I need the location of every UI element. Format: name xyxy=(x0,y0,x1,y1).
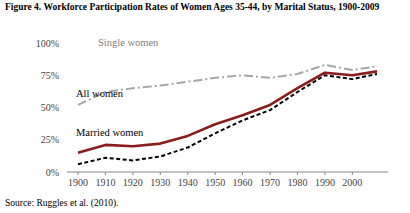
x-tick xyxy=(105,172,106,175)
x-tick xyxy=(352,172,353,175)
x-tick-label: 1920 xyxy=(123,177,143,188)
x-tick xyxy=(215,172,216,175)
x-tick xyxy=(187,172,188,175)
x-tick xyxy=(242,172,243,175)
x-tick xyxy=(160,172,161,175)
x-tick xyxy=(270,172,271,175)
series-label: Married women xyxy=(76,127,144,138)
x-tick xyxy=(324,172,325,175)
x-tick-label: 1930 xyxy=(150,177,170,188)
chart: Figure 4. Workforce Participation Rates … xyxy=(0,0,410,213)
x-tick-label: 1910 xyxy=(95,177,115,188)
x-tick-label: 1980 xyxy=(287,177,307,188)
x-tick-label: 1960 xyxy=(233,177,253,188)
x-tick-label: 1990 xyxy=(315,177,335,188)
x-tick xyxy=(132,172,133,175)
title: Figure 4. Workforce Participation Rates … xyxy=(5,2,403,13)
y-tick-label: 75% xyxy=(41,70,59,81)
x-tick-label: 1940 xyxy=(178,177,198,188)
x-tick xyxy=(77,172,78,175)
y-tick-label: 25% xyxy=(41,134,59,145)
series-group xyxy=(78,65,377,164)
x-tick-label: 1900 xyxy=(68,177,88,188)
y-tick-label: 50% xyxy=(41,102,59,113)
x-axis xyxy=(67,172,388,173)
y-tick-label: 100% xyxy=(36,38,59,49)
x-tick-label: 2000 xyxy=(342,177,362,188)
series-label: Single women xyxy=(98,37,159,48)
series-label: All women xyxy=(76,88,124,99)
x-tick-label: 1970 xyxy=(260,177,280,188)
y-tick-label: 0% xyxy=(46,167,59,178)
x-tick-label: 1950 xyxy=(205,177,225,188)
source: Source: Ruggles et al. (2010). xyxy=(5,198,118,209)
plot: 0% 25% 50% 75% 100% 1900 1910 1920 1930 1940 1950 1… xyxy=(0,0,410,213)
series-line xyxy=(78,71,377,152)
x-tick xyxy=(297,172,298,175)
